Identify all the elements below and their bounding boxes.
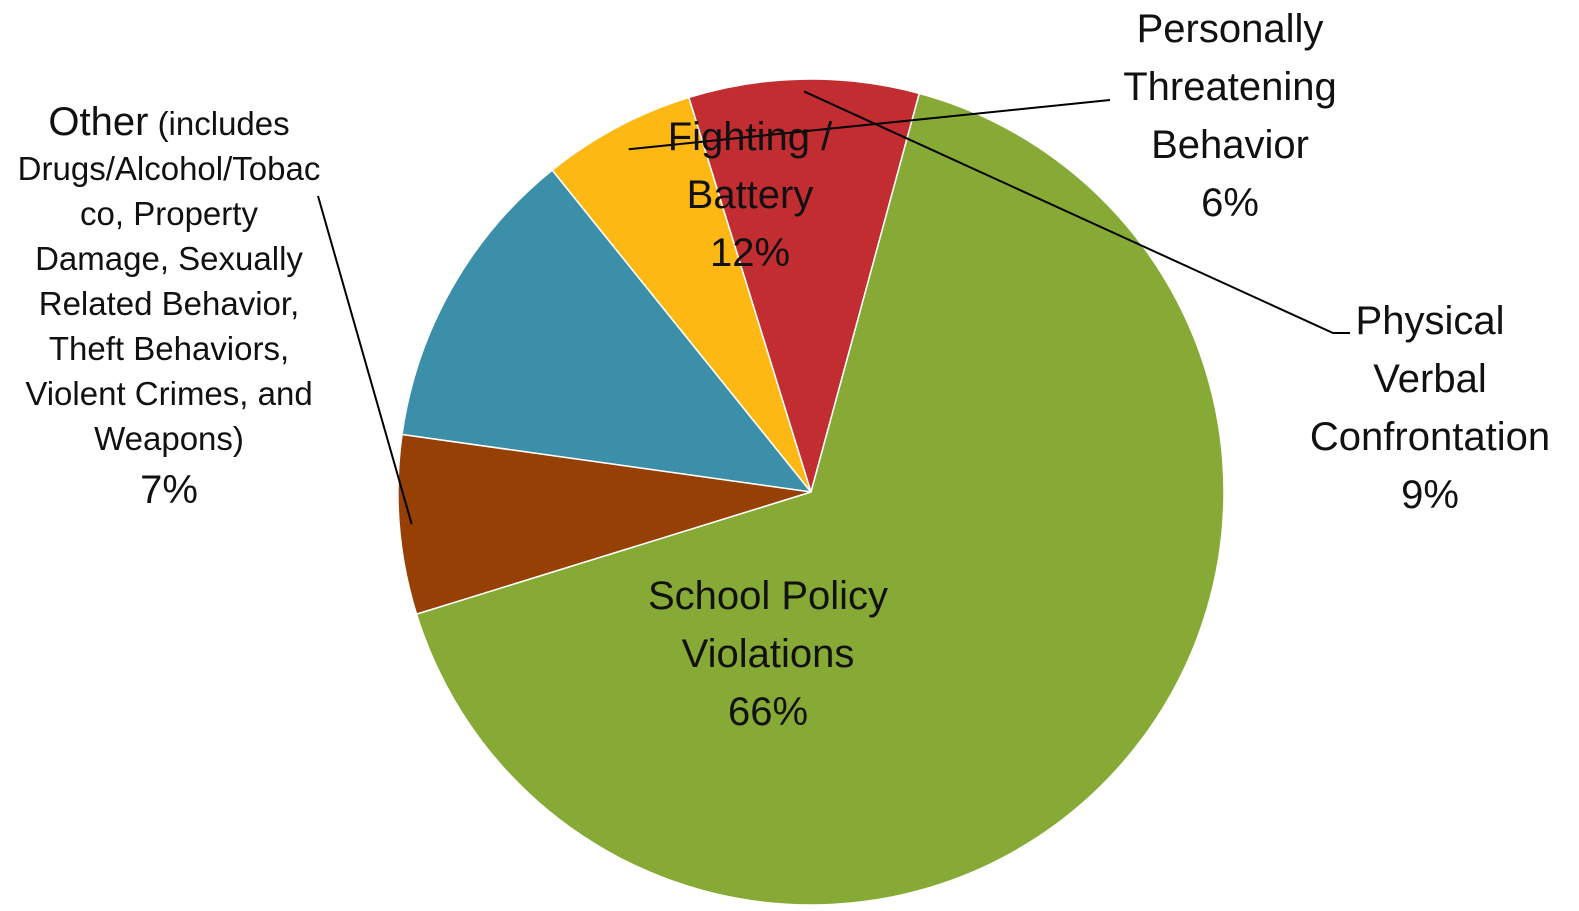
label-physical-verbal: Physical Verbal Confrontation 9% [1290,292,1570,524]
pie-slice-threat [551,96,812,493]
label-school-line2: Violations [681,632,855,676]
label-physical-pct: 9% [1401,473,1459,517]
label-threat-line3: Behavior [1151,123,1309,167]
label-threat-pct: 6% [1201,181,1259,225]
label-physical-line2: Verbal [1373,357,1487,401]
label-other-line1: Other [48,100,149,144]
label-other-line4: co, Property [80,195,258,232]
leader-line-other [317,195,413,525]
pie-slice-physical [687,78,921,495]
label-threat-line2: Threatening [1123,65,1337,109]
label-fighting-battery: Fighting / Battery 12% [630,108,870,282]
label-school-policy: School Policy Violations 66% [588,567,948,741]
label-personally-threatening: Personally Threatening Behavior 6% [1090,0,1370,232]
label-other-line8: Violent Crimes, and [25,375,313,412]
pie-slice-school [415,92,1225,906]
label-other-line6: Related Behavior, [38,285,300,322]
label-school-pct: 66% [727,690,809,734]
label-other-line2: (includes [157,105,290,142]
leader-line-threat [628,99,1111,151]
label-threat-line1: Personally [1136,7,1324,51]
label-other-line3: Drugs/Alcohol/Tobac [17,150,321,187]
label-physical-line3: Confrontation [1309,415,1551,459]
label-other-line5: Damage, Sexually [35,240,303,277]
label-other-line9: Weapons) [94,420,244,457]
pie-slice-fighting [401,169,813,494]
label-fighting-line1: Fighting / [667,115,833,159]
label-fighting-pct: 12% [709,231,791,275]
pie-slice-other [397,433,812,616]
label-physical-line1: Physical [1355,299,1505,343]
label-other-pct: 7% [140,468,198,512]
label-other: Other (includes Drugs/Alcohol/Tobac co, … [0,100,338,519]
label-fighting-line2: Battery [686,173,814,217]
label-school-line1: School Policy [647,574,889,618]
leader-line-physical [803,90,1350,334]
label-other-line7: Theft Behaviors, [48,330,290,367]
